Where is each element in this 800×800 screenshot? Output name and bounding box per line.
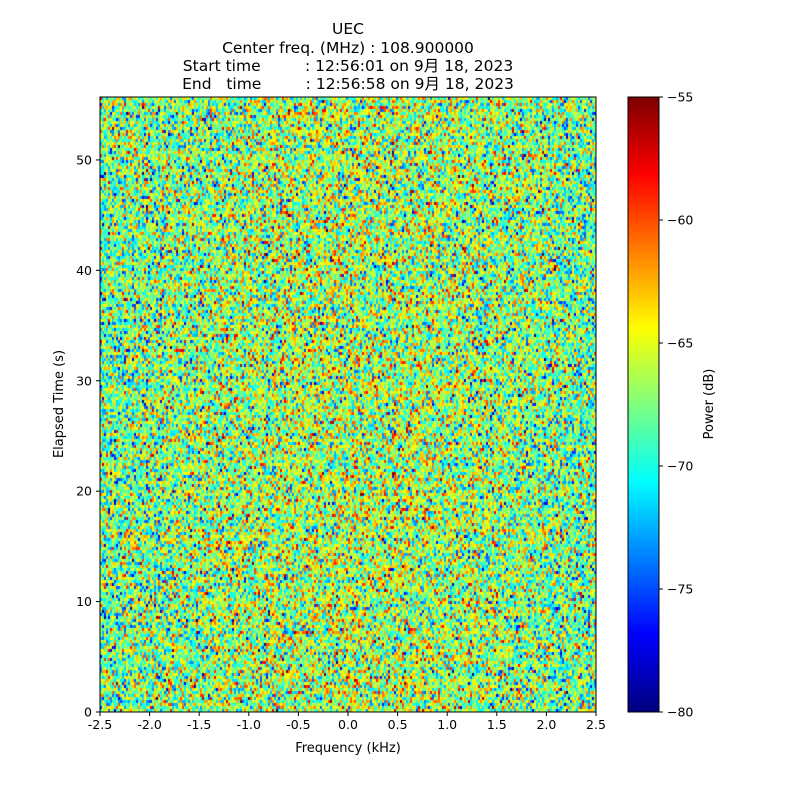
chart-subtitle-end-time: End time : 12:56:58 on 9月 18, 2023 [182, 75, 514, 93]
y-tick-label: 0 [84, 705, 92, 720]
x-tick-label: -2.0 [137, 717, 161, 732]
y-tick-label: 10 [76, 594, 92, 609]
x-tick-label: 1.0 [437, 717, 457, 732]
colorbar-tick-label: −60 [667, 213, 693, 228]
colorbar-frame [627, 96, 660, 713]
x-tick-label: -2.5 [88, 717, 112, 732]
colorbar-tick-label: −70 [667, 459, 693, 474]
colorbar-tick-label: −55 [667, 90, 693, 105]
spectrogram-heatmap [100, 97, 596, 712]
x-tick-label: 2.5 [586, 717, 606, 732]
colorbar-tick-label: −75 [667, 582, 693, 597]
chart-subtitle-center-freq: Center freq. (MHz) : 108.900000 [222, 39, 474, 57]
y-axis-label: Elapsed Time (s) [52, 350, 67, 458]
x-tick-label: -0.5 [286, 717, 310, 732]
chart-title: UEC [332, 20, 364, 38]
colorbar-tick-label: −80 [667, 705, 693, 720]
colorbar-tick-label: −65 [667, 336, 693, 351]
x-tick-label: 0.0 [338, 717, 358, 732]
x-tick-label: -1.0 [237, 717, 261, 732]
x-tick-label: 1.5 [487, 717, 507, 732]
x-tick-label: 2.0 [536, 717, 556, 732]
x-axis-label: Frequency (kHz) [295, 741, 401, 756]
colorbar-label: Power (dB) [702, 369, 717, 440]
colorbar [628, 97, 659, 712]
y-tick-label: 50 [76, 152, 92, 167]
y-tick-label: 30 [76, 373, 92, 388]
plot-frame [99, 96, 597, 713]
y-tick-label: 40 [76, 263, 92, 278]
chart-subtitle-start-time: Start time : 12:56:01 on 9月 18, 2023 [182, 57, 514, 75]
x-tick-label: 0.5 [388, 717, 408, 732]
x-tick-label: -1.5 [187, 717, 211, 732]
y-tick-label: 20 [76, 484, 92, 499]
